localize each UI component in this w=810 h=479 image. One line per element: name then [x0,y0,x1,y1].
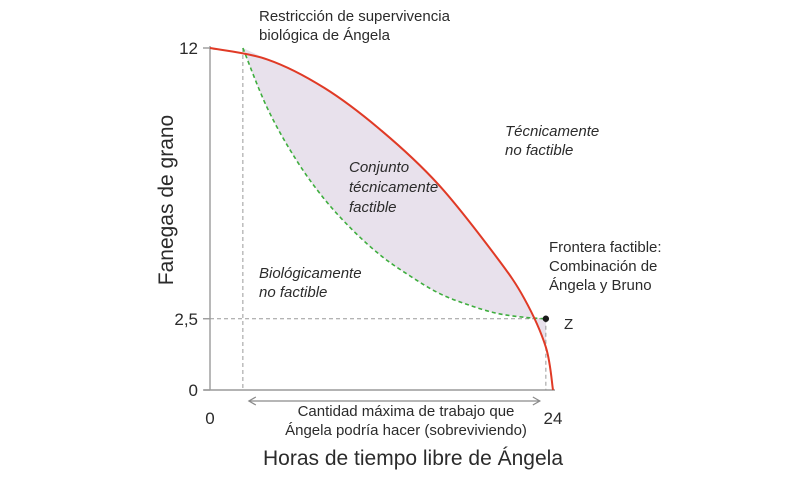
point-z [542,315,550,322]
max-work-label-line-1: Cantidad máxima de trabajo que [298,403,515,420]
feasible-set-area [242,48,546,348]
y-axis-title: Fanegas de grano [155,115,178,285]
tech-infeasible-label-line-2: no factible [505,142,573,159]
feasible-set-label-line-2: técnicamente [349,179,438,196]
chart-labels: 12 2,5 00 24 Horas de tiempo libre de Ángela… [155,8,662,470]
survival-title-line-2: biológica de Ángela [259,27,391,44]
x-tick-label-24: 24 [544,409,563,428]
frontier-label-line-1: Frontera factible: [549,239,662,256]
y-tick-marks [203,47,210,391]
max-work-label-line-2: Ángela podría hacer (sobreviviendo) [285,422,527,439]
point-z-label: Z [564,316,573,333]
max-work-arrow [247,396,542,406]
feasible-set-label-line-1: Conjunto [349,159,409,176]
bio-infeasible-label-line-1: Biológicamente [259,265,362,282]
x-axis-title: Horas de tiempo libre de Ángela [263,447,563,470]
bio-infeasible-label-line-2: no factible [259,284,327,301]
x-tick-label-0: 0 [205,409,214,428]
survival-title-line-1: Restricción de supervivencia [259,8,451,25]
y-tick-label-0: 0 [189,381,198,400]
y-tick-label-2-5: 2,5 [174,310,198,329]
tech-infeasible-label-line-1: Técnicamente [505,123,599,140]
max-work-arrow-head-right [532,396,542,406]
feasible-frontier-curve [209,47,554,391]
frontier-label-line-3: Ángela y Bruno [549,277,652,294]
feasible-set-label-line-3: factible [349,199,397,216]
survival-constraint-curve [242,47,546,320]
y-tick-label-12: 12 [179,39,198,58]
max-work-arrow-head-left [247,396,257,406]
frontier-label-line-2: Combinación de [549,258,657,275]
